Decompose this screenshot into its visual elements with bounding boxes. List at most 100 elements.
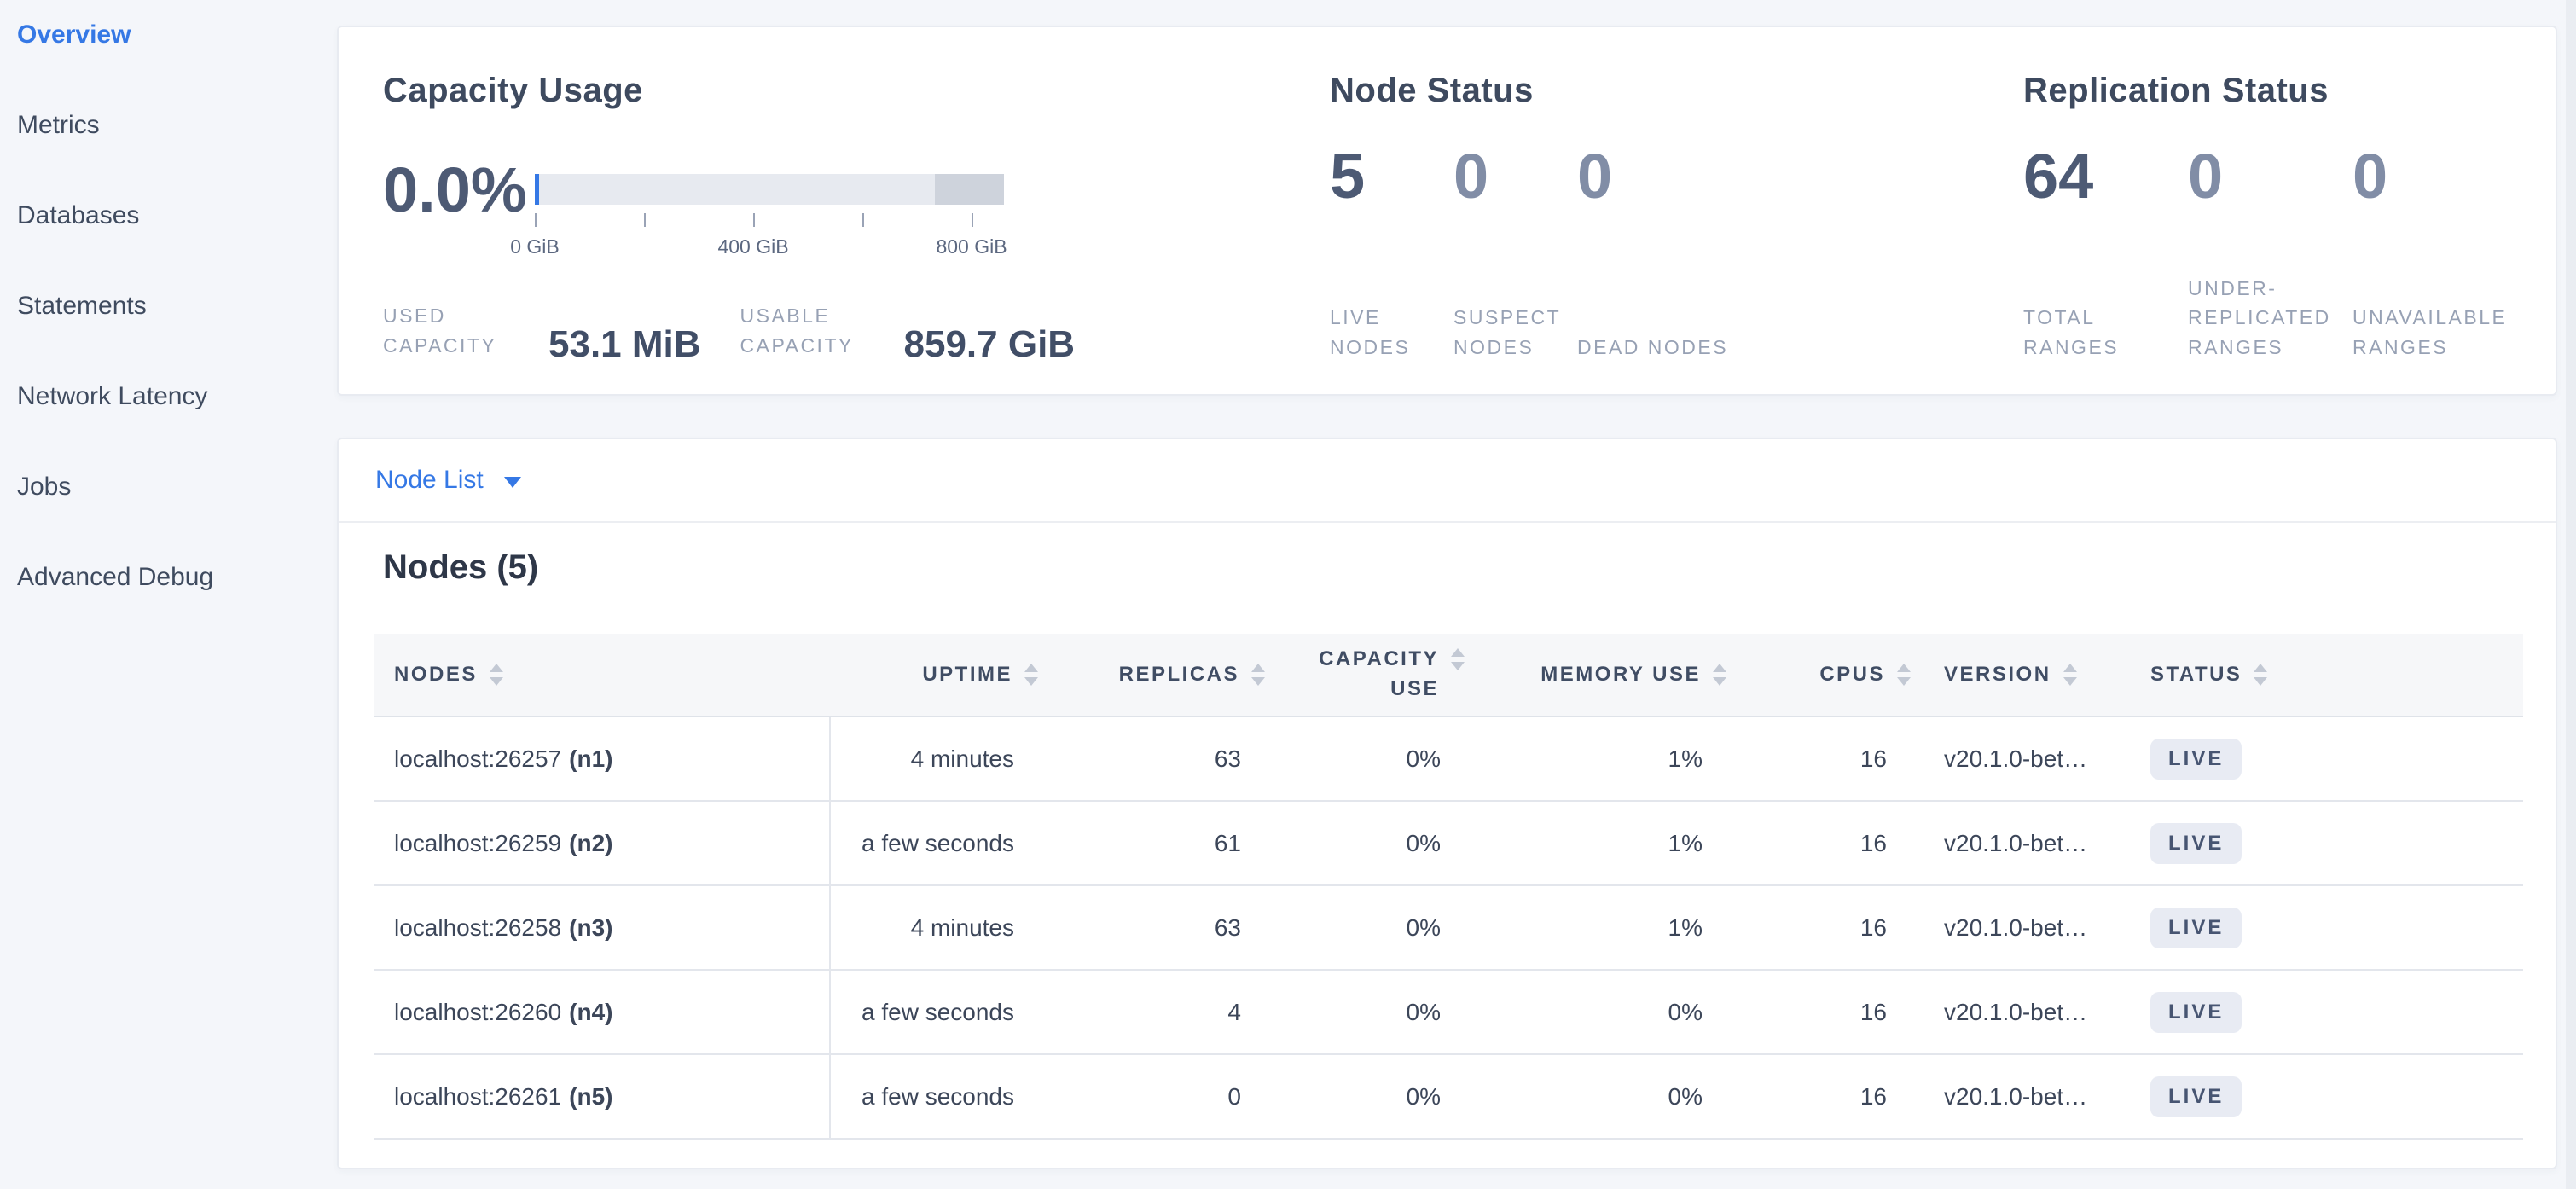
capacity-percent: 0.0% <box>383 154 527 225</box>
sidebar-item-statements[interactable]: Statements <box>17 292 147 320</box>
table-row: localhost:26258 (n3) 4 minutes 63 0% 1% 1… <box>374 885 2523 971</box>
nodes-table: NODES UPTIME REPLICAS CAPACITY USE <box>374 634 2523 1140</box>
column-label: NODES <box>394 663 478 686</box>
sidebar-item-network-latency[interactable]: Network Latency <box>17 382 208 410</box>
sidebar-item-databases[interactable]: Databases <box>17 201 140 229</box>
table-header-row: NODES UPTIME REPLICAS CAPACITY USE <box>374 634 2523 717</box>
sort-icon <box>1024 664 1038 686</box>
column-header-memory-use[interactable]: MEMORY USE <box>1470 634 1732 717</box>
memory-cell: 1% <box>1470 801 1732 886</box>
table-row: localhost:26260 (n4) a few seconds 4 0% 0… <box>374 970 2523 1055</box>
vertical-scrollbar[interactable] <box>2566 0 2576 1189</box>
axis-tick <box>644 213 646 227</box>
capacity-bar-chart: 0 GiB 400 GiB 800 GiB <box>510 174 1007 258</box>
uptime-cell: 4 minutes <box>830 716 1043 802</box>
unavailable-ranges-value: 0 <box>2353 141 2388 212</box>
sort-icon <box>2254 664 2268 686</box>
used-capacity-value: 53.1 MiB <box>548 323 701 365</box>
sidebar-item-advanced-debug[interactable]: Advanced Debug <box>17 563 214 591</box>
column-header-replicas[interactable]: REPLICAS <box>1043 634 1270 717</box>
node-list-card: Node List Nodes (5) NODES UPTIME <box>337 438 2557 1169</box>
memory-cell: 1% <box>1470 716 1732 802</box>
column-header-capacity-use[interactable]: CAPACITY USE <box>1270 634 1470 717</box>
column-header-cpus[interactable]: CPUS <box>1732 634 1916 717</box>
version-cell: v20.1.0-bet… <box>1916 970 2125 1055</box>
under-replicated-ranges-value: 0 <box>2188 141 2224 212</box>
replicas-cell: 63 <box>1043 716 1270 802</box>
sidebar-item-metrics[interactable]: Metrics <box>17 111 100 139</box>
node-id: (n5) <box>569 1082 613 1110</box>
dead-nodes-value: 0 <box>1577 141 1613 212</box>
sort-icon <box>1251 664 1265 686</box>
node-list-dropdown[interactable]: Node List <box>375 466 521 495</box>
cpus-cell: 16 <box>1732 1054 1916 1140</box>
uptime-cell: a few seconds <box>830 801 1043 886</box>
cpus-cell: 16 <box>1732 970 1916 1055</box>
uptime-cell: 4 minutes <box>830 885 1043 971</box>
sort-icon <box>489 664 503 686</box>
node-list-toolbar: Node List <box>339 439 2556 523</box>
capacity-cell: 0% <box>1270 1054 1470 1140</box>
column-header-nodes[interactable]: NODES <box>374 634 830 717</box>
column-label: UPTIME <box>922 663 1012 686</box>
replication-stats: 64 0 0 TOTAL RANGES UNDER-REPLICATED RAN… <box>2023 145 2566 362</box>
node-address-link[interactable]: localhost:26258 <box>394 914 562 941</box>
version-cell: v20.1.0-bet… <box>1916 801 2125 886</box>
cluster-summary-card: Capacity Usage 0.0% 0 GiB 400 GiB 800 Gi… <box>337 26 2557 396</box>
chevron-down-icon <box>503 477 521 488</box>
capacity-stats: USED CAPACITY 53.1 MiB USABLE CAPACITY 8… <box>383 301 1075 365</box>
axis-tick <box>753 213 755 227</box>
capacity-usage-title: Capacity Usage <box>383 72 643 109</box>
column-header-uptime[interactable]: UPTIME <box>830 634 1043 717</box>
sort-icon <box>1713 664 1726 686</box>
live-nodes-value: 5 <box>1330 141 1366 212</box>
capacity-cell: 0% <box>1270 885 1470 971</box>
suspect-nodes-value: 0 <box>1453 141 1489 212</box>
column-header-version[interactable]: VERSION <box>1916 634 2125 717</box>
node-address-link[interactable]: localhost:26257 <box>394 745 562 772</box>
column-label: VERSION <box>1944 663 2051 686</box>
uptime-cell: a few seconds <box>830 1054 1043 1140</box>
memory-cell: 0% <box>1470 970 1732 1055</box>
replication-status-title: Replication Status <box>2023 72 2329 109</box>
node-address-link[interactable]: localhost:26260 <box>394 998 562 1025</box>
node-address-link[interactable]: localhost:26259 <box>394 829 562 856</box>
unavailable-ranges-label: UNAVAILABLE RANGES <box>2353 306 2508 358</box>
node-id: (n4) <box>569 998 613 1025</box>
used-capacity-label: USED CAPACITY <box>383 304 497 357</box>
total-ranges-value: 64 <box>2023 141 2094 212</box>
sidebar-item-jobs[interactable]: Jobs <box>17 473 72 501</box>
status-badge: LIVE <box>2150 991 2242 1033</box>
axis-label-400gib: 400 GiB <box>717 235 789 258</box>
memory-cell: 1% <box>1470 885 1732 971</box>
axis-tick <box>972 213 973 227</box>
used-capacity-marker <box>535 174 539 205</box>
axis-tick <box>535 213 537 227</box>
node-id: (n2) <box>569 829 613 856</box>
column-label: STATUS <box>2150 663 2242 686</box>
status-badge: LIVE <box>2150 822 2242 864</box>
capacity-cell: 0% <box>1270 801 1470 886</box>
usable-capacity-label: USABLE CAPACITY <box>740 304 854 357</box>
column-label: MEMORY USE <box>1540 663 1701 686</box>
node-address-link[interactable]: localhost:26261 <box>394 1082 562 1110</box>
cpus-cell: 16 <box>1732 885 1916 971</box>
total-ranges-label: TOTAL RANGES <box>2023 306 2120 358</box>
dead-nodes-label: DEAD NODES <box>1577 335 1729 358</box>
memory-cell: 0% <box>1470 1054 1732 1140</box>
replicas-cell: 63 <box>1043 885 1270 971</box>
cpus-cell: 16 <box>1732 716 1916 802</box>
sidebar-item-overview[interactable]: Overview <box>17 20 131 49</box>
node-id: (n1) <box>569 745 613 772</box>
status-badge: LIVE <box>2150 907 2242 948</box>
version-cell: v20.1.0-bet… <box>1916 1054 2125 1140</box>
version-cell: v20.1.0-bet… <box>1916 716 2125 802</box>
status-badge: LIVE <box>2150 1076 2242 1117</box>
sort-icon <box>1451 648 1465 671</box>
column-header-status[interactable]: STATUS <box>2125 634 2523 717</box>
status-badge: LIVE <box>2150 738 2242 780</box>
replicas-cell: 61 <box>1043 801 1270 886</box>
sidebar: Overview Metrics Databases Statements Ne… <box>0 0 337 1189</box>
column-label: CPUS <box>1819 663 1885 686</box>
cpus-cell: 16 <box>1732 801 1916 886</box>
